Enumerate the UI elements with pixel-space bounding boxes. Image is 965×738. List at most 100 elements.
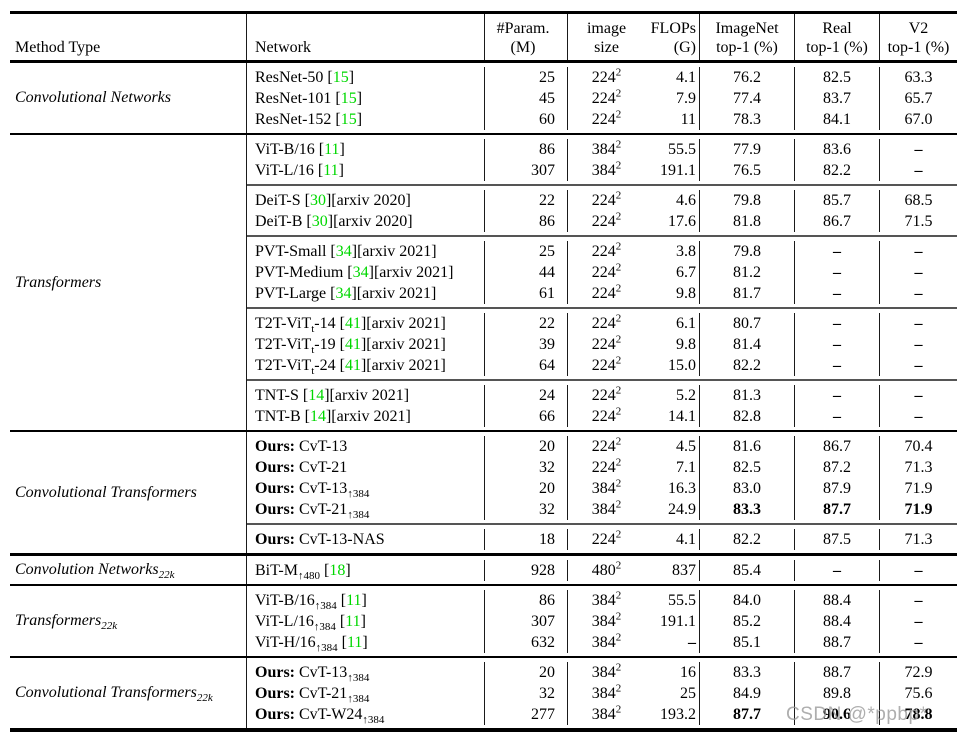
cell-real-top1: 88.4: [795, 610, 880, 632]
row-group: Ours: CvT-13↑384 20 3842 16 83.3 88.7 72.9 Ours…: [247, 658, 957, 728]
cell-params: 44: [485, 261, 568, 283]
cell-network: ViT-L/16↑384 [11]: [247, 610, 485, 632]
header-real-top1: Real top-1 (%): [795, 14, 880, 60]
cell-network: ResNet-101 [15]: [247, 87, 485, 109]
cell-imagenet-top1: 82.8: [700, 405, 795, 427]
cell-params: 61: [485, 282, 568, 304]
cell-real-top1: –: [795, 405, 880, 427]
cell-flops: 15.0: [645, 354, 700, 376]
cell-network: ResNet-152 [15]: [247, 108, 485, 130]
cell-image-size: 2242: [591, 240, 622, 260]
table-header: Method Type Network #Param. (M) image size…: [10, 14, 957, 63]
cell-image-size: 4802: [591, 559, 622, 579]
citation-number: 41: [344, 335, 361, 353]
cell-flops: 14.1: [645, 405, 700, 427]
cell-params: 307: [485, 610, 568, 632]
cell-image-size: 2242: [591, 333, 622, 353]
cell-imagenet-top1: 81.4: [700, 333, 795, 355]
cell-flops: 7.9: [645, 87, 700, 109]
cell-real-top1: –: [795, 282, 880, 304]
cell-real-top1: –: [795, 261, 880, 283]
cell-v2-top1: –: [914, 407, 923, 425]
cell-imagenet-top1: 81.8: [700, 210, 795, 232]
citation-number: 14: [309, 407, 326, 425]
cell-image-size: 3842: [591, 138, 622, 158]
cell-params: 64: [485, 354, 568, 376]
citation-number: 30: [309, 191, 326, 209]
table-row: TNT-B [14][arxiv 2021] 66 2242 14.1 82.8– –: [247, 405, 957, 427]
table-body: Convolutional Networks ResNet-50 [15] 25 22…: [10, 63, 957, 728]
table-row: ViT-L/16 [11] 307 3842 191.1 76.5 82.2 –: [247, 159, 957, 181]
method-type-label: Convolutional Transformers: [10, 432, 247, 553]
table-row: PVT-Medium [34][arxiv 2021] 44 2242 6.7 81.2…: [247, 261, 957, 283]
table-row: T2T-ViTt-14 [41][arxiv 2021] 22 2242 6.1 80.…: [247, 312, 957, 334]
cell-real-top1: 86.7: [795, 435, 880, 457]
cell-network: Ours: CvT-13: [247, 435, 485, 457]
cell-v2-top1: –: [914, 242, 923, 260]
table-row: Ours: CvT-13↑384 20 3842 16.3 83.0 87.9 71.9: [247, 477, 957, 499]
cell-imagenet-top1: 84.9: [700, 682, 795, 704]
cell-network: ResNet-50 [15]: [247, 66, 485, 88]
cell-real-top1: 84.1: [795, 108, 880, 130]
cell-network: BiT-M↑480 [18]: [247, 559, 485, 581]
arxiv-note: [arxiv 2021]: [331, 407, 411, 425]
cell-v2-top1: –: [914, 140, 923, 158]
cell-v2-top1: –: [914, 612, 923, 630]
ours-prefix: Ours:: [255, 500, 295, 518]
header-params: #Param. (M): [485, 14, 568, 60]
method-type-label: Transformers22k: [10, 586, 247, 656]
cell-image-size: 3842: [591, 703, 622, 723]
cell-real-top1: –: [795, 240, 880, 262]
cell-network: ViT-B/16 [11]: [247, 138, 485, 160]
ours-prefix: Ours:: [255, 479, 295, 497]
section-body: Ours: CvT-13 20 2242 4.5 81.6 86.7 70.4 Ours: C…: [247, 432, 957, 553]
cell-image-size: 2242: [591, 435, 622, 455]
cell-real-top1: –: [795, 354, 880, 376]
cell-flops: 4.6: [645, 189, 700, 211]
cell-flops: 4.1: [645, 528, 700, 550]
cell-flops: 9.8: [645, 333, 700, 355]
ours-prefix: Ours:: [255, 705, 295, 723]
cell-network: DeiT-B [30][arxiv 2020]: [247, 210, 485, 232]
cell-flops: 191.1: [645, 610, 700, 632]
section-body: ViT-B/16 [11] 86 3842 55.5 77.9 83.6– ViT-L/16…: [247, 135, 957, 430]
cell-params: 86: [485, 138, 568, 160]
cell-imagenet-top1: 85.4: [700, 559, 795, 581]
section-1: Transformers ViT-B/16 [11] 86 3842 55.5 77.9 8…: [10, 135, 957, 432]
table-row: Ours: CvT-21↑384 32 3842 25 84.9 89.8 75.6: [247, 682, 957, 704]
header-flops: FLOPs (G): [645, 14, 700, 60]
cell-v2-top1: –: [914, 161, 923, 179]
cell-real-top1: 90.6: [795, 703, 880, 725]
cell-v2-top1: 71.5: [904, 212, 933, 230]
cell-image-size: 2242: [591, 261, 622, 281]
citation-number: 41: [344, 314, 361, 332]
citation-number: 30: [311, 212, 328, 230]
table-row: TNT-S [14][arxiv 2021] 24 2242 5.2 81.3– –: [247, 384, 957, 406]
ours-prefix: Ours:: [255, 437, 295, 455]
cell-imagenet-top1: 78.3: [700, 108, 795, 130]
cell-params: 60: [485, 108, 568, 130]
cell-params: 66: [485, 405, 568, 427]
cell-network: Ours: CvT-13↑384: [247, 661, 485, 683]
cell-v2-top1: –: [914, 591, 923, 609]
cell-flops: 25: [645, 682, 700, 704]
cell-imagenet-top1: 79.8: [700, 189, 795, 211]
section-5: Convolutional Transformers22k Ours: CvT-1…: [10, 658, 957, 728]
cell-imagenet-top1: 80.7: [700, 312, 795, 334]
ours-prefix: Ours:: [255, 684, 295, 702]
cell-image-size: 3842: [591, 159, 622, 179]
table-row: Ours: CvT-13↑384 20 3842 16 83.3 88.7 72.9: [247, 661, 957, 683]
table-row: ResNet-152 [15] 60 2242 11 78.3 84.1 67.0: [247, 108, 957, 130]
citation-number: 11: [346, 591, 362, 609]
cell-network: Ours: CvT-21: [247, 456, 485, 478]
table-row: Ours: CvT-21↑384 32 3842 24.9 83.3 87.7 71.9: [247, 498, 957, 520]
section-body: Ours: CvT-13↑384 20 3842 16 83.3 88.7 72.9 Ours…: [247, 658, 957, 728]
ours-prefix: Ours:: [255, 530, 295, 548]
cell-network: PVT-Large [34][arxiv 2021]: [247, 282, 485, 304]
table-row: PVT-Small [34][arxiv 2021] 25 2242 3.8 79.8–…: [247, 240, 957, 262]
citation-number: 34: [352, 263, 369, 281]
method-type-label: Convolution Networks22k: [10, 556, 247, 584]
table-row: ViT-B/16↑384 [11] 86 3842 55.5 84.0 88.4 –: [247, 589, 957, 611]
section-body: BiT-M↑480 [18] 928 4802 837 85.4– –: [247, 556, 957, 584]
cell-image-size: 2242: [591, 384, 622, 404]
